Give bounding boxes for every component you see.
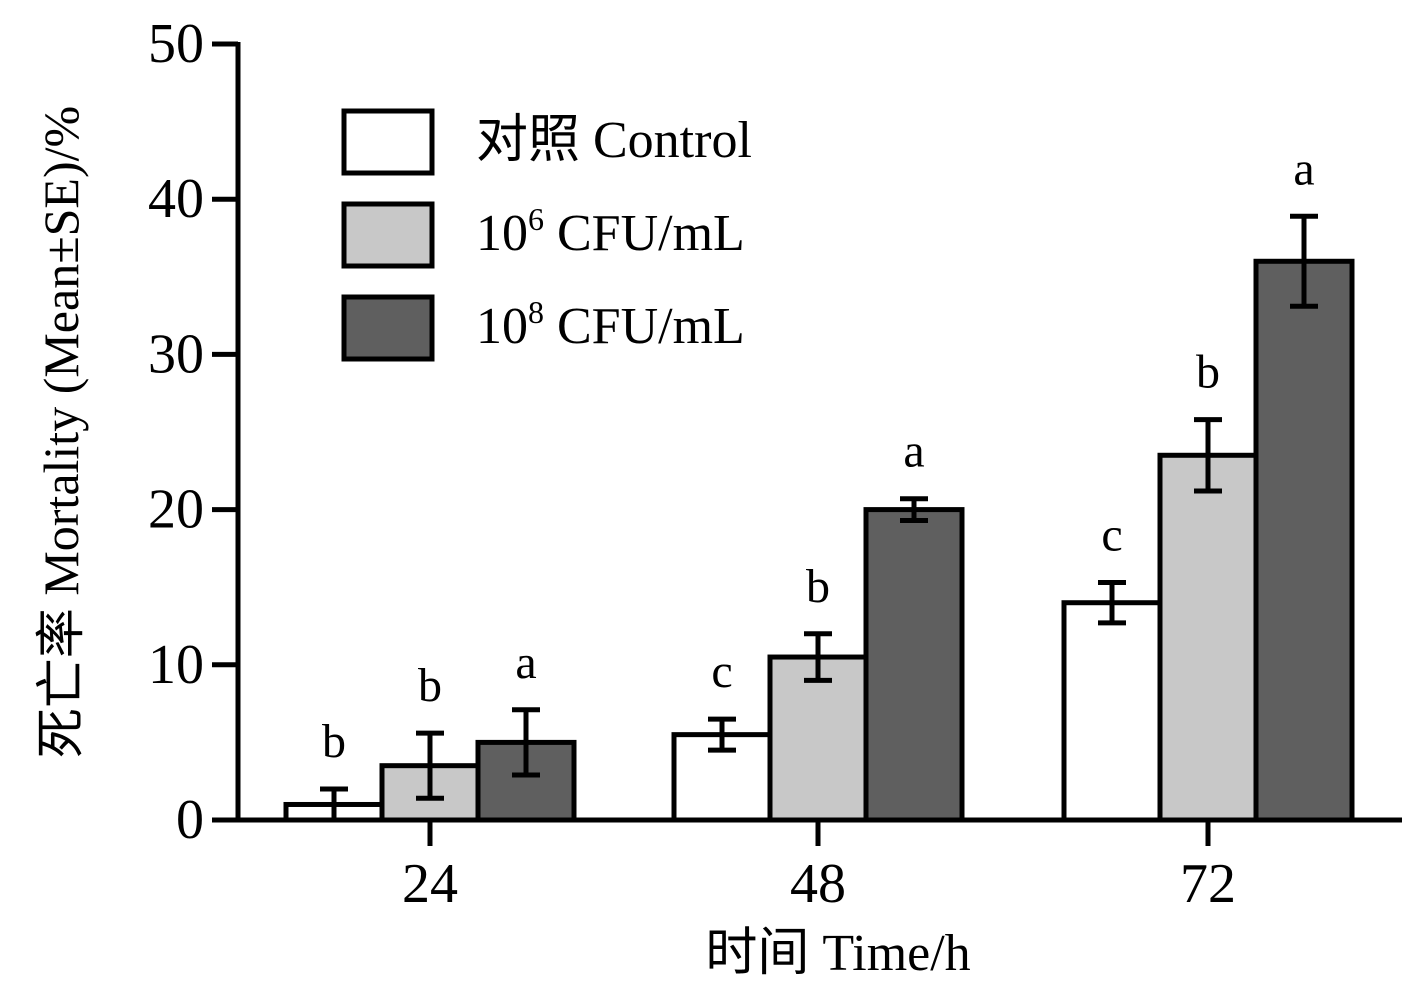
y-tick-label: 0 xyxy=(176,789,204,851)
x-tick-label: 72 xyxy=(1180,853,1236,915)
legend-label: 对照 Control xyxy=(476,112,752,169)
significance-label: a xyxy=(1293,142,1314,195)
y-tick-label: 20 xyxy=(148,479,204,541)
legend-swatch xyxy=(341,201,435,269)
axes-layer xyxy=(212,41,1402,846)
bar xyxy=(1061,600,1163,823)
significance-label: a xyxy=(515,636,536,689)
legend-label-exponent: 6 xyxy=(528,201,544,237)
bar xyxy=(863,507,965,823)
bar xyxy=(1157,452,1259,823)
legend-swatch xyxy=(341,294,435,362)
legend-label-base: 10 xyxy=(476,205,528,262)
bar xyxy=(1253,258,1355,823)
bar xyxy=(767,654,869,823)
legend-label-base: 10 xyxy=(476,298,528,355)
significance-label: c xyxy=(1101,509,1122,562)
significance-label: c xyxy=(711,645,732,698)
y-tick-label: 10 xyxy=(148,634,204,696)
y-tick-label: 40 xyxy=(148,168,204,230)
labels-layer: 0 10 20 30 40 50 24 b b a 48 c b a 72 c b a xyxy=(148,13,1315,915)
significance-label: a xyxy=(903,425,924,478)
y-tick-label: 30 xyxy=(148,323,204,385)
x-axis-title: 时间 Time/h xyxy=(705,925,970,982)
legend-label-unit: CFU/mL xyxy=(544,205,745,262)
legend-label-unit: CFU/mL xyxy=(544,298,745,355)
bars-layer xyxy=(283,213,1355,823)
legend-label: 108 CFU/mL xyxy=(476,294,745,355)
legend-label: 106 CFU/mL xyxy=(476,201,745,262)
significance-label: b xyxy=(1196,346,1220,399)
y-tick-label: 50 xyxy=(148,13,204,75)
x-tick-label: 48 xyxy=(790,853,846,915)
x-tick-label: 24 xyxy=(402,853,458,915)
legend-label-exponent: 8 xyxy=(528,294,544,330)
significance-label: b xyxy=(418,659,442,712)
significance-label: b xyxy=(322,715,346,768)
legend-swatch xyxy=(341,108,435,176)
y-axis-title: 死亡率 Mortality (Mean±SE)/% xyxy=(33,106,89,758)
significance-label: b xyxy=(806,560,830,613)
